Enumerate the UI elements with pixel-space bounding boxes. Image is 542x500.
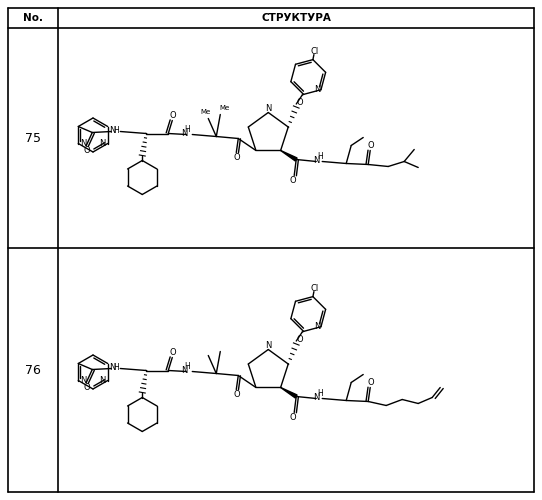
Text: Me: Me bbox=[219, 106, 229, 112]
Text: H: H bbox=[113, 126, 119, 135]
Text: Me: Me bbox=[200, 110, 210, 116]
Text: H: H bbox=[317, 389, 323, 398]
Text: H: H bbox=[184, 362, 190, 371]
Text: O: O bbox=[368, 141, 375, 150]
Text: Cl: Cl bbox=[311, 284, 319, 293]
Text: N: N bbox=[314, 85, 320, 94]
Text: O: O bbox=[234, 390, 241, 399]
Text: H: H bbox=[317, 152, 323, 161]
Text: N: N bbox=[100, 376, 106, 385]
Text: N: N bbox=[109, 126, 115, 135]
Text: N: N bbox=[313, 393, 319, 402]
Text: N: N bbox=[80, 376, 87, 385]
Text: 75: 75 bbox=[25, 132, 41, 144]
Text: N: N bbox=[100, 139, 106, 148]
Text: O: O bbox=[368, 378, 375, 387]
Text: N: N bbox=[181, 366, 188, 375]
Text: O: O bbox=[290, 413, 296, 422]
Text: O: O bbox=[84, 146, 91, 155]
Polygon shape bbox=[281, 150, 297, 161]
Polygon shape bbox=[281, 388, 297, 398]
Text: N: N bbox=[109, 363, 115, 372]
Text: No.: No. bbox=[23, 13, 43, 23]
Text: N: N bbox=[313, 156, 319, 165]
Text: 76: 76 bbox=[25, 364, 41, 376]
Text: СТРУКТУРА: СТРУКТУРА bbox=[261, 13, 331, 23]
Text: N: N bbox=[265, 104, 272, 113]
Text: H: H bbox=[184, 125, 190, 134]
Text: O: O bbox=[234, 153, 241, 162]
Text: O: O bbox=[297, 98, 304, 106]
Text: O: O bbox=[290, 176, 296, 185]
Text: N: N bbox=[181, 129, 188, 138]
Text: N: N bbox=[80, 139, 87, 148]
Text: O: O bbox=[84, 383, 91, 392]
Text: N: N bbox=[265, 341, 272, 350]
Text: Cl: Cl bbox=[311, 47, 319, 56]
Text: N: N bbox=[314, 322, 320, 331]
Text: O: O bbox=[170, 348, 177, 357]
Text: H: H bbox=[113, 363, 119, 372]
Text: O: O bbox=[297, 334, 304, 344]
Text: O: O bbox=[170, 111, 177, 120]
